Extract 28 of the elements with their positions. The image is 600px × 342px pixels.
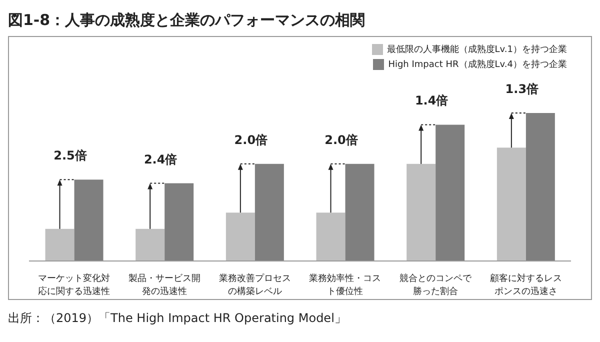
x-tick-label: マーケット変化対応に関する迅速性	[38, 273, 110, 297]
legend-label: 最低限の人事機能（成熟度Lv.1）を持つ企業	[386, 45, 567, 55]
bar	[526, 113, 555, 261]
annotation: 2.5倍	[54, 148, 87, 163]
bar	[254, 164, 284, 261]
annotation: 1.3倍	[505, 82, 539, 96]
x-tick-label: 業務効率性・コスト優位性	[309, 273, 382, 297]
text: 出所：（2019）「The High Impact HR Operating Model」	[8, 310, 348, 327]
annotation: 2.4倍	[144, 152, 178, 166]
bar	[496, 148, 526, 261]
bar	[226, 212, 255, 261]
bar	[316, 212, 346, 261]
x-tick-label: 業務改善プロセスの構築レベル	[218, 273, 291, 297]
bar	[436, 124, 465, 261]
annotation: 2.0倍	[324, 132, 358, 147]
bar	[136, 228, 165, 261]
x-tick-label: 製品・サービス開発の迅速性	[128, 273, 200, 297]
annotation: 2.0倍	[234, 132, 268, 147]
chart-title: 図1-8：人事の成熟度と企業のパフォーマンスの相関	[8, 10, 366, 31]
legend-label: High Impact HR（成熟度Lv.4）を持つ企業	[388, 60, 567, 70]
bar	[45, 228, 74, 261]
annotation: 1.4倍	[414, 94, 448, 108]
x-tick-label: 顧客に対するレスポンスの迅速さ	[490, 273, 562, 297]
bar	[345, 164, 374, 261]
bar	[74, 180, 104, 261]
bar	[164, 183, 194, 261]
x-tick-label: 競合とのコンペで勝った割合	[400, 273, 472, 297]
bar	[406, 164, 436, 261]
